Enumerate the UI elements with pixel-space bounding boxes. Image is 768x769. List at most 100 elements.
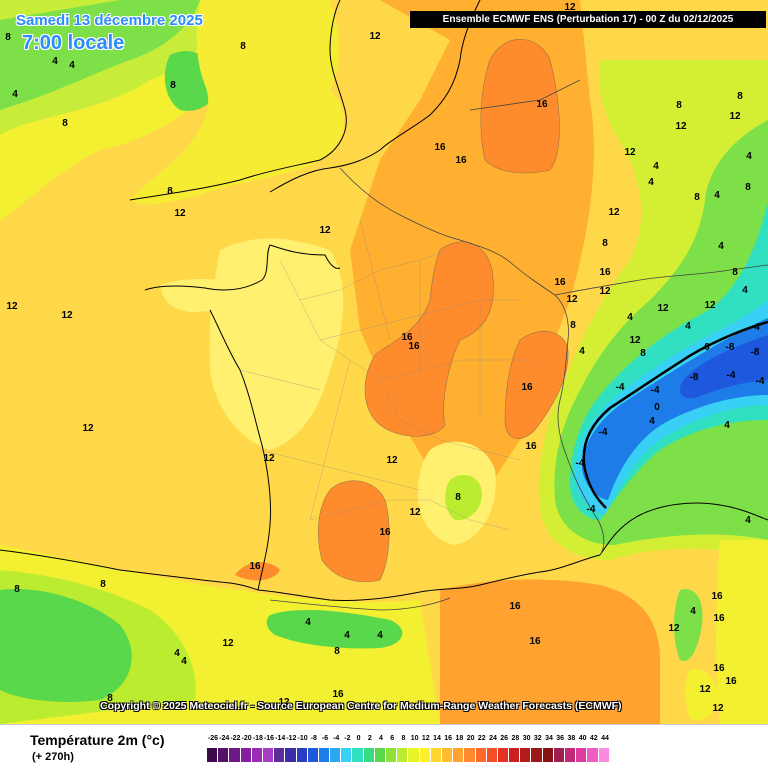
alps-zero-isotherm bbox=[582, 320, 768, 509]
sardinia bbox=[684, 669, 718, 721]
copyright-notice: Copyright © 2025 Meteociel.fr - Source E… bbox=[100, 700, 622, 712]
color-swatch bbox=[352, 748, 364, 762]
gironde-hot bbox=[235, 562, 280, 581]
isotherm-label: -4 bbox=[587, 504, 596, 515]
lead-time: (+ 270h) bbox=[32, 751, 74, 763]
isotherm-label: 4 bbox=[69, 60, 75, 71]
color-scale-labels: -26 -24 -22 -20 -18 -16 -14 -12 -10 -8 -6 -4 -2 0 2 4 6 8… bbox=[207, 735, 767, 747]
scale-value: -16 bbox=[263, 735, 275, 742]
color-swatch bbox=[330, 748, 342, 762]
isotherm-label: 4 bbox=[724, 420, 730, 431]
isotherm-label: 12 bbox=[409, 507, 421, 518]
corsica bbox=[674, 589, 703, 661]
isotherm-label: 4 bbox=[627, 312, 633, 323]
scale-value: 4 bbox=[379, 735, 383, 742]
isotherm-label: 4 bbox=[579, 346, 585, 357]
scale-value: -8 bbox=[310, 735, 317, 742]
isotherm-label: 8 bbox=[167, 186, 173, 197]
isotherm-label: 12 bbox=[319, 225, 331, 236]
isotherm-label: 12 bbox=[657, 303, 669, 314]
isotherm-label: 4 bbox=[344, 630, 350, 641]
scale-value: -26 bbox=[207, 735, 219, 742]
isotherm-label: 16 bbox=[249, 561, 261, 572]
scale-value: -12 bbox=[286, 735, 297, 742]
isotherm-label: 8 bbox=[570, 320, 576, 331]
color-swatch bbox=[408, 748, 420, 762]
color-swatch bbox=[520, 748, 532, 762]
color-swatch bbox=[441, 748, 454, 762]
color-swatch bbox=[307, 748, 319, 762]
isotherm-label: 4 bbox=[305, 617, 311, 628]
color-swatch bbox=[509, 748, 521, 762]
color-swatch bbox=[587, 748, 599, 762]
isotherm-label: 12 bbox=[608, 207, 620, 218]
isotherm-label: 4 bbox=[742, 285, 748, 296]
scale-value: 28 bbox=[511, 735, 520, 742]
isotherm-label: 12 bbox=[699, 684, 711, 695]
isotherm-label: -4 bbox=[756, 376, 765, 387]
scale-value: 32 bbox=[533, 735, 542, 742]
color-swatch bbox=[341, 748, 353, 762]
scale-value: -24 bbox=[219, 735, 230, 742]
isotherm-label: 4 bbox=[685, 321, 691, 332]
isotherm-label: 8 bbox=[334, 646, 340, 657]
isotherm-label: 12 bbox=[566, 294, 578, 305]
isotherm-label: 16 bbox=[554, 277, 566, 288]
isotherm-label: 12 bbox=[6, 301, 18, 312]
isotherm-label: 8 bbox=[745, 182, 751, 193]
scale-value: 24 bbox=[489, 735, 497, 742]
forecast-time: 7:00 locale bbox=[22, 32, 125, 54]
color-swatch bbox=[318, 748, 331, 762]
rhone-hot bbox=[505, 331, 569, 439]
isotherm-label: 8 bbox=[732, 267, 738, 278]
massif-green bbox=[445, 474, 483, 521]
color-swatch bbox=[565, 748, 577, 762]
brittany-pale bbox=[160, 278, 260, 312]
pyrenees-green bbox=[266, 610, 403, 649]
isotherm-label: 12 bbox=[668, 623, 680, 634]
isotherm-label: 16 bbox=[401, 332, 413, 343]
color-swatch bbox=[553, 748, 565, 762]
color-swatch bbox=[274, 748, 286, 762]
scale-value: 38 bbox=[567, 735, 576, 742]
isotherm-label: 4 bbox=[718, 241, 724, 252]
isotherm-label: 8 bbox=[640, 348, 646, 359]
isotherm-label: 8 bbox=[14, 584, 20, 595]
isotherm-label: 4 bbox=[649, 416, 655, 427]
isotherm-label: 16 bbox=[525, 441, 537, 452]
italy-east bbox=[716, 540, 768, 724]
isotherm-label: 0 bbox=[654, 402, 660, 413]
color-swatch bbox=[218, 748, 230, 762]
color-swatch bbox=[475, 748, 487, 762]
color-swatch bbox=[285, 748, 297, 762]
scale-value: 18 bbox=[455, 735, 464, 742]
isotherm-label: 12 bbox=[174, 208, 186, 219]
isotherm-label: -8 bbox=[726, 342, 735, 353]
isotherm-label: 12 bbox=[675, 121, 687, 132]
isotherm-label: 4 bbox=[181, 656, 187, 667]
isotherm-label: 12 bbox=[82, 423, 94, 434]
isotherm-label: -4 bbox=[616, 382, 625, 393]
color-swatch bbox=[464, 748, 476, 762]
color-swatch bbox=[296, 748, 308, 762]
color-swatch bbox=[486, 748, 498, 762]
isotherm-label: 12 bbox=[704, 300, 716, 311]
isotherm-label: 4 bbox=[12, 89, 18, 100]
color-swatch bbox=[262, 748, 275, 762]
isotherm-label: 16 bbox=[599, 267, 611, 278]
color-scale-swatches bbox=[207, 748, 610, 762]
isotherm-label: 12 bbox=[278, 697, 290, 708]
isotherm-label: 16 bbox=[536, 99, 548, 110]
isotherm-label: 12 bbox=[564, 2, 576, 13]
color-swatch bbox=[531, 748, 543, 762]
scale-value: -2 bbox=[344, 735, 351, 742]
isotherm-label: -8 bbox=[690, 372, 699, 383]
atlantic-green-core bbox=[0, 0, 200, 110]
isotherm-label: 16 bbox=[379, 527, 391, 538]
isotherm-label: 12 bbox=[712, 703, 724, 714]
color-swatch bbox=[598, 748, 610, 762]
isotherm-label: 8 bbox=[62, 118, 68, 129]
isotherm-label: 12 bbox=[599, 286, 611, 297]
isotherm-label: 12 bbox=[386, 455, 398, 466]
